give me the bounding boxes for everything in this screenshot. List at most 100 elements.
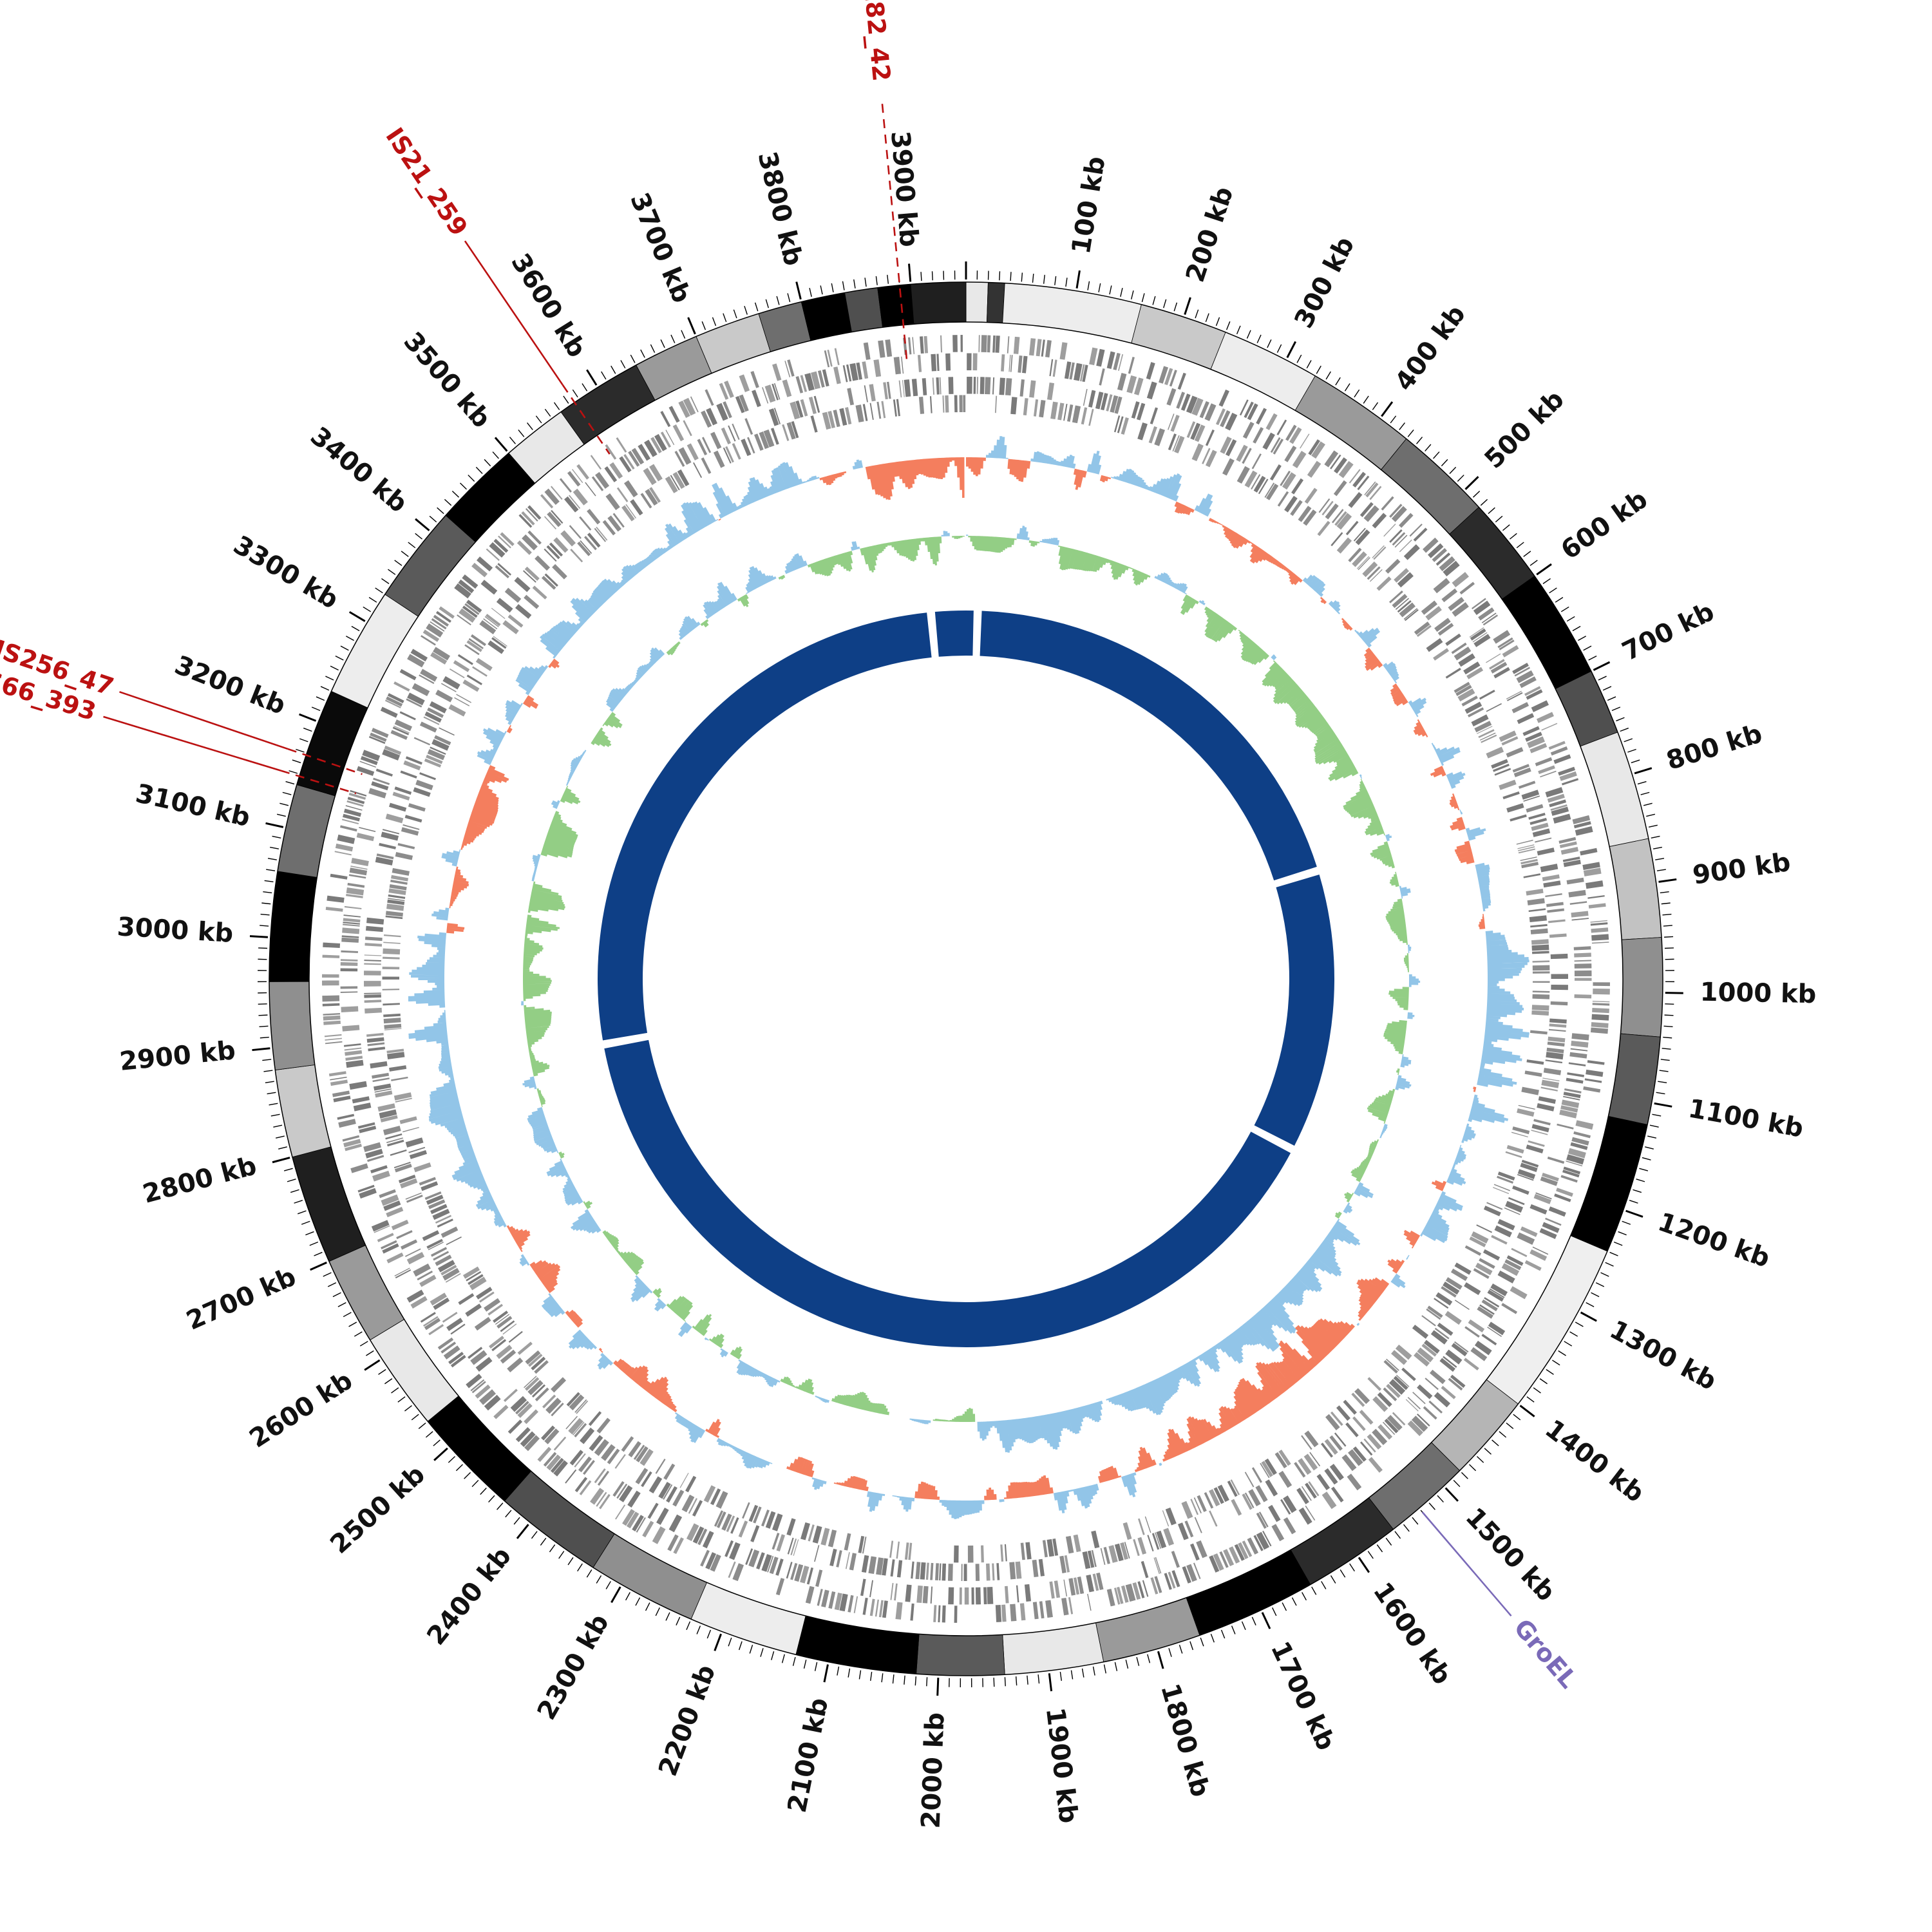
minor-tick	[363, 606, 372, 612]
minor-tick	[1276, 344, 1282, 353]
minor-tick	[1631, 759, 1640, 764]
tick-label: 1000 kb	[1700, 978, 1816, 1010]
minor-tick	[1399, 422, 1405, 430]
minor-tick	[375, 587, 383, 594]
minor-tick	[273, 1124, 283, 1128]
minor-tick	[267, 1092, 276, 1095]
minor-tick	[1591, 1292, 1600, 1298]
minor-tick	[1256, 334, 1262, 343]
minor-tick	[1340, 1569, 1346, 1578]
minor-tick	[263, 891, 272, 894]
tick-label: 700 kb	[1618, 597, 1719, 667]
minor-tick	[1416, 437, 1423, 444]
minor-tick	[640, 349, 645, 358]
minor-tick	[275, 1135, 285, 1139]
minor-tick	[1598, 676, 1607, 681]
major-tick	[687, 317, 696, 335]
minor-tick	[391, 1387, 399, 1394]
minor-tick	[285, 781, 295, 785]
minor-tick	[258, 1003, 267, 1005]
minor-tick	[354, 1331, 363, 1337]
minor-tick	[1282, 1602, 1287, 1611]
tick-label: 200 kb	[1180, 183, 1239, 285]
minor-tick	[1092, 1666, 1095, 1676]
minor-tick	[1661, 902, 1671, 905]
minor-tick	[1363, 395, 1369, 404]
minor-tick	[305, 1231, 314, 1236]
scale-tick-ring	[249, 261, 1683, 1696]
minor-tick	[831, 283, 834, 292]
minor-tick	[1659, 1070, 1669, 1072]
minor-tick	[260, 913, 270, 916]
minor-tick	[864, 278, 867, 287]
ideogram-segment	[1131, 304, 1226, 370]
minor-tick	[625, 1592, 630, 1601]
ideogram-segment	[910, 281, 967, 325]
minor-tick	[1349, 1563, 1355, 1572]
ideogram-segment	[384, 515, 476, 617]
minor-tick	[1372, 402, 1379, 410]
major-tick	[299, 713, 317, 722]
minor-tick	[1251, 1616, 1256, 1625]
minor-tick	[1616, 717, 1625, 722]
major-tick	[1444, 1487, 1459, 1502]
minor-tick	[1246, 330, 1251, 339]
minor-tick	[1663, 1036, 1672, 1039]
minor-tick	[1664, 936, 1674, 938]
tick-label: 100 kb	[1066, 155, 1112, 256]
major-tick	[265, 822, 284, 828]
minor-tick	[316, 696, 325, 701]
minor-tick	[1651, 835, 1660, 838]
minor-tick	[738, 1641, 743, 1651]
minor-tick	[920, 272, 922, 281]
minor-tick	[283, 1168, 293, 1171]
annotation-leader-line	[280, 770, 357, 795]
minor-tick	[1098, 283, 1101, 292]
minor-tick	[1646, 813, 1656, 817]
major-tick	[1075, 270, 1081, 289]
minor-tick	[1627, 748, 1636, 753]
tick-label: 2500 kb	[325, 1460, 431, 1560]
minor-tick	[444, 498, 452, 506]
minor-tick	[572, 389, 578, 398]
ideogram-outline-inner	[308, 321, 1624, 1636]
major-tick	[310, 1262, 327, 1271]
tick-label: 600 kb	[1556, 484, 1653, 565]
minor-tick	[1109, 285, 1112, 295]
minor-tick	[351, 625, 360, 632]
minor-tick	[1065, 278, 1068, 287]
minor-tick	[1639, 1168, 1649, 1171]
ideogram-segment	[592, 1533, 708, 1620]
minor-tick	[1586, 1302, 1595, 1307]
minor-tick	[760, 1648, 764, 1657]
minor-tick	[1663, 1025, 1673, 1028]
minor-tick	[1633, 1189, 1642, 1193]
minor-tick	[265, 1081, 274, 1083]
tick-label: 3300 kb	[229, 530, 344, 615]
tick-label: 3800 kb	[752, 149, 808, 269]
minor-tick	[776, 296, 780, 305]
minor-tick	[1516, 542, 1524, 549]
minor-tick	[384, 1378, 393, 1385]
minor-tick	[359, 1341, 368, 1347]
tick-label: 3100 kb	[133, 779, 252, 833]
minor-tick	[655, 1607, 660, 1616]
minor-tick	[335, 656, 344, 661]
minor-tick	[881, 1673, 884, 1683]
minor-tick	[1662, 1048, 1671, 1050]
minor-tick	[411, 1414, 419, 1421]
minor-tick	[314, 1251, 323, 1256]
minor-tick	[1403, 1524, 1410, 1532]
minor-tick	[1136, 1656, 1140, 1666]
minor-tick	[1647, 1135, 1657, 1139]
minor-tick	[848, 1668, 851, 1678]
minor-tick	[1163, 299, 1167, 308]
major-tick	[516, 1524, 529, 1539]
minor-tick	[1618, 1231, 1627, 1236]
contig-ring	[598, 610, 1334, 1348]
minor-tick	[611, 365, 616, 374]
minor-tick	[258, 947, 268, 949]
contig-arc	[1254, 875, 1334, 1146]
ideogram-segment	[296, 690, 368, 797]
minor-tick	[527, 422, 533, 430]
